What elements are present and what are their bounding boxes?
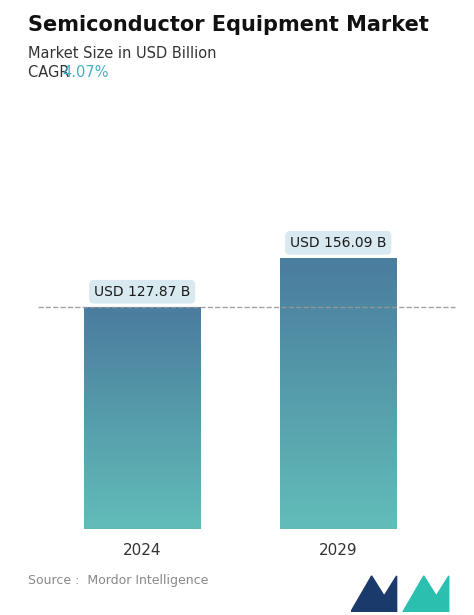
Text: Source :  Mordor Intelligence: Source : Mordor Intelligence (28, 574, 209, 587)
Text: Market Size in USD Billion: Market Size in USD Billion (28, 46, 217, 61)
Text: USD 127.87 B: USD 127.87 B (94, 285, 191, 299)
Text: USD 156.09 B: USD 156.09 B (290, 236, 386, 250)
Text: 4.07%: 4.07% (63, 65, 109, 79)
Polygon shape (351, 576, 397, 612)
Text: Semiconductor Equipment Market: Semiconductor Equipment Market (28, 15, 429, 36)
Text: CAGR: CAGR (28, 65, 74, 79)
Polygon shape (403, 576, 449, 612)
